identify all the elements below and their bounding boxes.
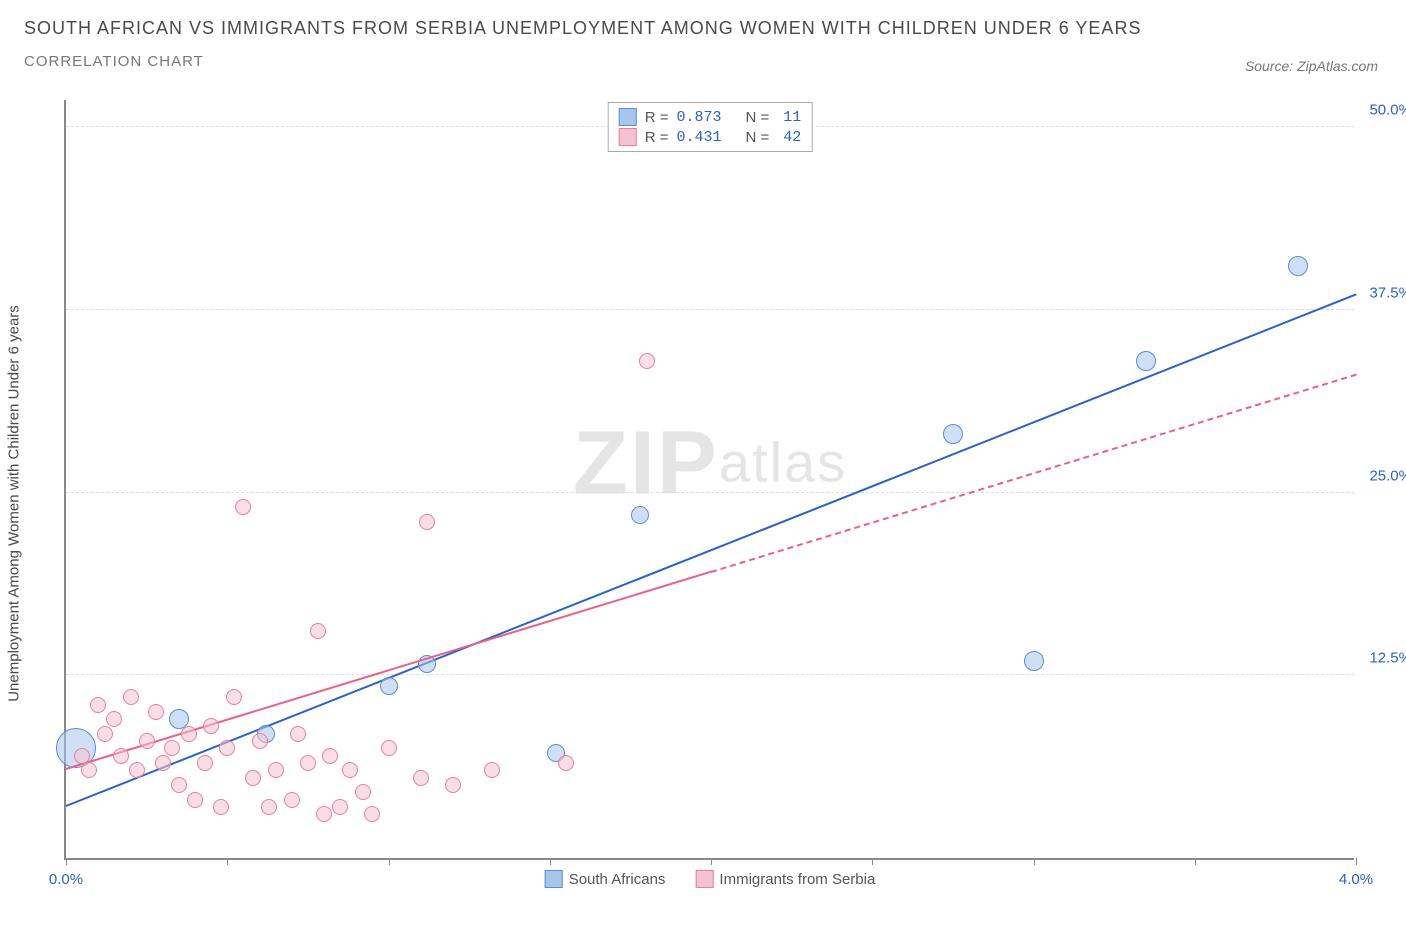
data-point [219, 740, 235, 756]
legend-label: South Africans [569, 871, 666, 888]
r-label: R = [645, 109, 669, 126]
y-axis-label: Unemployment Among Women with Children U… [6, 305, 23, 702]
data-point [97, 726, 113, 742]
x-tick-label: 4.0% [1339, 871, 1373, 888]
x-tick [711, 858, 712, 865]
x-tick [389, 858, 390, 865]
x-tick [1356, 858, 1357, 865]
data-point [631, 506, 649, 524]
y-tick-label: 50.0% [1369, 102, 1406, 119]
x-tick [1034, 858, 1035, 865]
data-point [181, 726, 197, 742]
correlation-chart: Unemployment Among Women with Children U… [24, 95, 1382, 895]
data-point [300, 755, 316, 771]
data-point [213, 799, 229, 815]
data-point [290, 726, 306, 742]
data-point [81, 762, 97, 778]
y-tick-label: 37.5% [1369, 284, 1406, 301]
data-point [129, 762, 145, 778]
x-tick-label: 0.0% [49, 871, 83, 888]
data-point [445, 777, 461, 793]
data-point [943, 424, 963, 444]
legend-series: South Africans Immigrants from Serbia [545, 870, 876, 888]
data-point [322, 748, 338, 764]
data-point [639, 353, 655, 369]
data-point [558, 755, 574, 771]
data-point [380, 677, 398, 695]
data-point [74, 748, 90, 764]
data-point [252, 733, 268, 749]
data-point [355, 784, 371, 800]
data-point [413, 770, 429, 786]
legend-swatch [545, 870, 563, 888]
data-point [113, 748, 129, 764]
data-point [123, 689, 139, 705]
r-label: R = [645, 129, 669, 146]
y-tick-label: 25.0% [1369, 467, 1406, 484]
data-point [90, 697, 106, 713]
watermark: ZIPatlas [573, 412, 847, 515]
page-title: SOUTH AFRICAN VS IMMIGRANTS FROM SERBIA … [24, 18, 1382, 39]
data-point [1024, 651, 1044, 671]
legend-label: Immigrants from Serbia [719, 871, 875, 888]
data-point [364, 806, 380, 822]
data-point [1288, 256, 1308, 276]
x-tick [66, 858, 67, 865]
x-tick [872, 858, 873, 865]
gridline [66, 674, 1354, 675]
legend-stats: R = 0.873 N = 11 R = 0.431 N = 42 [608, 102, 813, 152]
source-attribution: Source: ZipAtlas.com [1245, 58, 1378, 74]
data-point [235, 499, 251, 515]
r-value: 0.873 [676, 109, 721, 126]
legend-swatch [619, 128, 637, 146]
data-point [316, 806, 332, 822]
plot-area: ZIPatlas R =0.873N =11R =0.431N =42 Sout… [64, 100, 1354, 860]
data-point [419, 514, 435, 530]
data-point [332, 799, 348, 815]
gridline [66, 309, 1354, 310]
n-value: 11 [777, 109, 801, 126]
data-point [261, 799, 277, 815]
data-point [484, 762, 500, 778]
data-point [155, 755, 171, 771]
x-tick [550, 858, 551, 865]
n-value: 42 [777, 129, 801, 146]
y-tick-label: 12.5% [1369, 650, 1406, 667]
legend-item: South Africans [545, 870, 666, 888]
data-point [381, 740, 397, 756]
x-tick [227, 858, 228, 865]
legend-stat-row: R = 0.873 N = 11 [619, 107, 802, 127]
gridline [66, 492, 1354, 493]
data-point [187, 792, 203, 808]
page-subtitle: CORRELATION CHART [24, 53, 1382, 70]
data-point [268, 762, 284, 778]
trend-line [711, 374, 1357, 573]
data-point [1136, 351, 1156, 371]
data-point [139, 733, 155, 749]
data-point [245, 770, 261, 786]
r-value: 0.431 [676, 129, 721, 146]
legend-stat-row: R = 0.431 N = 42 [619, 127, 802, 147]
data-point [342, 762, 358, 778]
data-point [106, 711, 122, 727]
data-point [164, 740, 180, 756]
legend-swatch [619, 108, 637, 126]
data-point [148, 704, 164, 720]
n-label: N = [746, 129, 770, 146]
x-tick [1195, 858, 1196, 865]
data-point [284, 792, 300, 808]
n-label: N = [746, 109, 770, 126]
data-point [226, 689, 242, 705]
data-point [197, 755, 213, 771]
legend-swatch [695, 870, 713, 888]
data-point [203, 718, 219, 734]
data-point [171, 777, 187, 793]
legend-item: Immigrants from Serbia [695, 870, 875, 888]
data-point [310, 623, 326, 639]
